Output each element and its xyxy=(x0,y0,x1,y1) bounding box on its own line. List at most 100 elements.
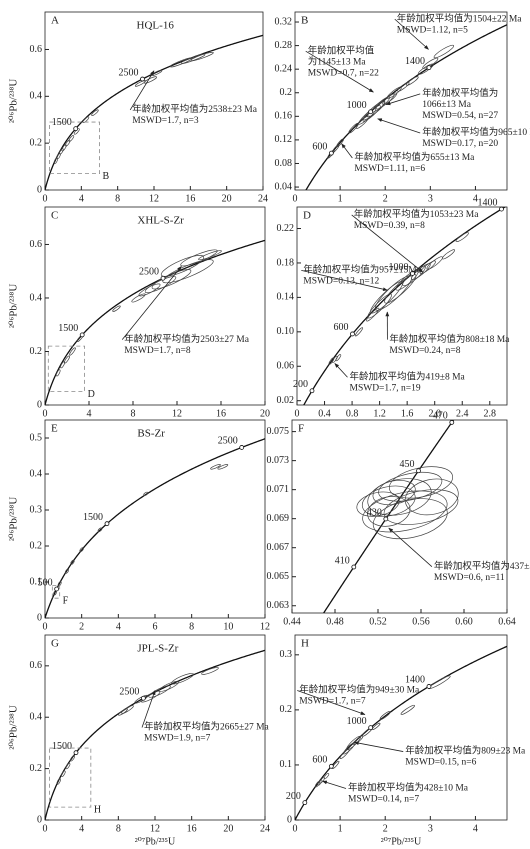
y-tick-label: 0.22 xyxy=(277,223,295,234)
sample-name: BS-Zr xyxy=(137,428,165,440)
age-label: 1500 xyxy=(52,741,72,752)
annotation: 年龄加权平均值为419±8 Ma xyxy=(350,370,466,382)
age-label: 2500 xyxy=(218,436,238,447)
x-tick-label: 16 xyxy=(185,193,195,204)
x-tick-label: 20 xyxy=(223,823,233,834)
x-tick-label: 0.52 xyxy=(369,616,387,627)
plot-frame xyxy=(296,206,508,406)
annotation-arrow xyxy=(394,18,429,50)
error-ellipse xyxy=(65,139,71,147)
x-tick-label: 2 xyxy=(383,193,388,204)
age-label: 430 xyxy=(367,507,382,518)
annotation: MSWD=1.9, n=7 xyxy=(144,734,211,744)
y-tick-label: 0.06 xyxy=(277,361,295,372)
error-ellipse xyxy=(367,101,386,118)
age-marker xyxy=(73,126,79,132)
age-label: 1400 xyxy=(405,56,425,67)
x-axis-label: ²⁰⁷Pb/²³⁵U xyxy=(135,836,176,847)
error-ellipse xyxy=(171,673,194,685)
x-tick-label: 0 xyxy=(43,193,48,204)
y-axis-label: ²⁰⁶Pb/²³⁸U xyxy=(8,497,20,542)
age-label: 200 xyxy=(293,379,308,390)
y-axis-label: ²⁰⁶Pb/²³⁸U xyxy=(8,705,20,750)
annotation-arrow xyxy=(301,269,388,292)
annotation: 年龄加权平均值为437±3 Ma xyxy=(434,560,530,572)
y-axis-label: ²⁰⁶Pb/²³⁸U xyxy=(8,79,20,124)
y-tick-label: 0.6 xyxy=(30,660,43,671)
x-tick-label: 0 xyxy=(43,823,48,834)
annotation-arrow xyxy=(121,266,182,340)
annotation: MSWD=0.6, n=11 xyxy=(434,573,505,583)
age-marker xyxy=(73,750,79,756)
error-ellipse xyxy=(367,293,392,319)
y-tick-label: 0 xyxy=(287,814,292,825)
y-tick-label: 0.069 xyxy=(267,513,290,524)
error-ellipse xyxy=(169,57,193,68)
y-tick-label: 0.065 xyxy=(267,571,290,582)
y-tick-label: 0 xyxy=(37,399,42,410)
sample-name: XHL-S-Zr xyxy=(137,215,184,227)
x-tick-label: 0.4 xyxy=(318,408,331,419)
age-marker xyxy=(302,800,308,806)
age-marker xyxy=(54,586,60,592)
y-tick-label: 0.4 xyxy=(30,91,43,102)
error-ellipse xyxy=(366,307,380,322)
x-tick-label: 12 xyxy=(260,621,270,632)
x-tick-label: 12 xyxy=(149,193,159,204)
age-label: 600 xyxy=(312,141,327,152)
plot-frame xyxy=(291,419,508,614)
x-tick-label: 1 xyxy=(338,823,343,834)
error-ellipse xyxy=(361,485,416,517)
x-tick-label: 4 xyxy=(79,823,84,834)
x-tick-label: 0.60 xyxy=(455,616,473,627)
error-ellipse xyxy=(56,778,61,785)
x-tick-label: 1.6 xyxy=(401,408,414,419)
annotation-arrow xyxy=(322,780,347,789)
error-ellipse xyxy=(64,355,70,364)
error-ellipse xyxy=(370,281,403,314)
x-tick-label: 10 xyxy=(223,621,233,632)
y-tick-label: 0.2 xyxy=(30,763,43,774)
x-tick-label: 2.8 xyxy=(484,408,497,419)
y-tick-label: 0.08 xyxy=(275,158,293,169)
annotation: MSWD=1.7, n=19 xyxy=(350,383,421,393)
y-tick-label: 0.071 xyxy=(267,484,290,495)
y-tick-label: 0.3 xyxy=(30,504,43,515)
y-tick-label: 0.2 xyxy=(30,346,43,357)
x-tick-label: 0 xyxy=(43,408,48,419)
annotation: MSWD=0.14, n=7 xyxy=(348,795,419,805)
y-tick-label: 0.10 xyxy=(277,326,295,337)
y-tick-label: 0 xyxy=(37,612,42,623)
x-tick-label: 2.0 xyxy=(428,408,441,419)
x-tick-label: 0 xyxy=(293,823,298,834)
inset-box xyxy=(51,585,61,599)
error-ellipse xyxy=(371,96,390,113)
y-tick-label: 0.075 xyxy=(267,426,290,437)
panel-letter: F xyxy=(298,423,304,435)
annotation-arrow xyxy=(377,118,421,134)
age-label: 1500 xyxy=(52,117,72,128)
annotation: MSWD=0.54, n=27 xyxy=(422,111,498,121)
error-ellipse xyxy=(379,711,391,720)
inset-box xyxy=(47,345,85,393)
error-ellipse xyxy=(367,478,432,516)
x-axis-label: ²⁰⁷Pb/²³⁵U xyxy=(381,836,422,847)
panel-letter: C xyxy=(51,210,58,222)
age-marker xyxy=(426,684,432,689)
age-label: 410 xyxy=(335,555,350,566)
x-tick-label: 12 xyxy=(150,823,160,834)
x-tick-label: 4 xyxy=(116,621,121,632)
age-marker xyxy=(239,445,245,450)
age-marker xyxy=(410,271,415,276)
y-tick-label: 0.2 xyxy=(280,704,293,715)
annotation-arrow xyxy=(353,741,404,752)
x-tick-label: 16 xyxy=(187,823,197,834)
x-tick-label: 2 xyxy=(79,621,84,632)
error-ellipse xyxy=(201,667,219,675)
plot-frame xyxy=(294,634,508,821)
annotation: 年龄加权平均值为965±10 Ma xyxy=(422,126,530,138)
age-marker xyxy=(328,763,334,769)
x-tick-label: 3 xyxy=(428,823,433,834)
y-tick-label: 0.4 xyxy=(30,292,43,303)
age-label: 1000 xyxy=(347,716,367,727)
